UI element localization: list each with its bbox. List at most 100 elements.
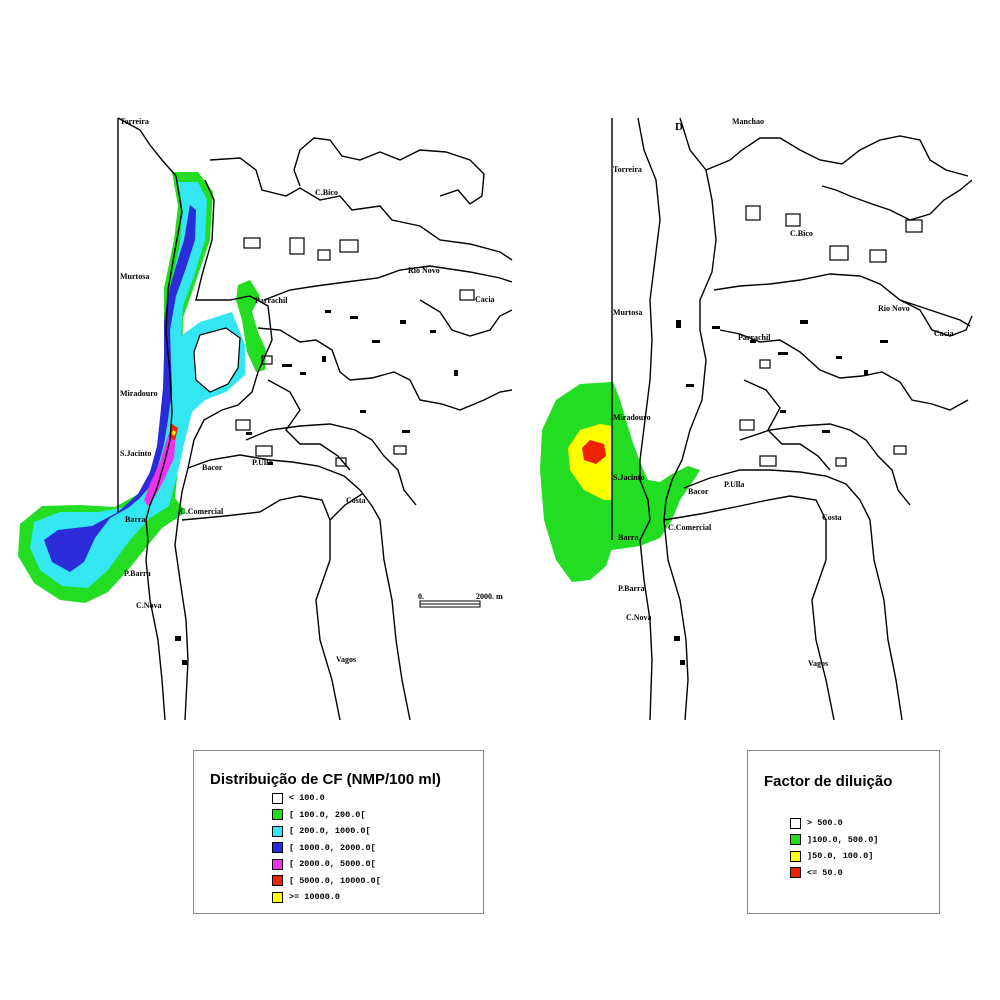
dilution-red-zone	[582, 440, 606, 464]
network-b	[267, 379, 351, 471]
dilution-legend-swatch	[790, 867, 801, 879]
scale-bar: 0. 2000. m	[418, 592, 503, 608]
right-network-b	[743, 379, 831, 471]
dilution-legend-item: > 500.0	[790, 815, 878, 832]
place-label-ccomercial-right: C.Comercial	[668, 523, 712, 532]
place-label-manchao: Manchao	[732, 117, 764, 126]
dilution-legend-list: > 500.0]100.0, 500.0]]50.0, 100.0] <= 50.…	[790, 815, 878, 881]
right-place-labels: Manchao Torreira C.Bico Murtosa Rio Novo…	[613, 117, 954, 668]
place-label-pulla-right: P.Ulla	[724, 480, 744, 489]
dilution-legend-swatch	[790, 834, 801, 846]
dilution-plume	[540, 380, 700, 582]
place-label-murtosa: Murtosa	[120, 272, 149, 281]
right-network-a	[719, 329, 969, 411]
right-canal-bacor	[683, 469, 903, 720]
left-outlines	[117, 117, 513, 720]
scale-start-label: 0.	[418, 592, 424, 601]
place-label-cbico-right: C.Bico	[790, 229, 813, 238]
place-label-vagos-right: Vagos	[808, 659, 828, 668]
left-islets	[175, 310, 458, 665]
place-label-barra: Barra	[125, 515, 145, 524]
place-label-costa: Costa	[346, 496, 366, 505]
dilution-legend-item: <= 50.0	[790, 865, 878, 882]
right-islets	[674, 320, 888, 665]
dilution-legend-label: <= 50.0	[807, 867, 843, 878]
cf-legend-swatch	[272, 891, 283, 903]
right-salt-pans	[739, 205, 923, 467]
cf-legend-item: [ 100.0, 200.0[	[272, 807, 381, 824]
cf-legend-label: [ 100.0, 200.0[	[289, 809, 366, 820]
place-label-sjacinto: S.Jacinto	[120, 449, 151, 458]
cf-legend-swatch	[272, 842, 283, 854]
lagoon-west-bank	[145, 175, 183, 720]
dilution-legend-label: ]50.0, 100.0]	[807, 851, 874, 862]
place-label-cnova-right: C.Nova	[626, 613, 652, 622]
plume-blue-zone	[44, 205, 196, 572]
left-salt-pans	[235, 237, 475, 467]
place-label-bacor: Bacor	[202, 463, 223, 472]
lagoon-east-bank	[174, 179, 273, 720]
cf-legend-swatch	[272, 792, 283, 804]
cf-legend-swatch	[272, 875, 283, 887]
left-map: Torreira C.Bico Murtosa Rio Novo Cacia P…	[18, 117, 513, 720]
place-label-pulla: P.Ulla	[252, 458, 272, 467]
place-label-cacia: Cacia	[475, 295, 495, 304]
cf-plume	[18, 172, 266, 603]
place-label-cbico: C.Bico	[315, 188, 338, 197]
cf-legend-title: Distribuição de CF (NMP/100 ml)	[210, 771, 441, 788]
dilution-green-zone	[600, 380, 700, 550]
place-label-cnova: C.Nova	[136, 601, 162, 610]
network-d	[293, 137, 485, 205]
place-label-murtosa-right: Murtosa	[613, 308, 642, 317]
right-west-bank	[637, 117, 661, 720]
lagoon-island	[193, 327, 241, 393]
left-place-labels: Torreira C.Bico Murtosa Rio Novo Cacia P…	[120, 117, 495, 664]
channel-south	[329, 493, 363, 521]
place-label-parrachil-right: Parrachil	[738, 333, 771, 342]
cf-legend-item: [ 2000.0, 5000.0[	[272, 856, 381, 873]
cf-legend-swatch	[272, 858, 283, 870]
place-label-rionovo-right: Rio Novo	[878, 304, 910, 313]
panel-letter: D	[675, 121, 683, 133]
plume-cyan-zone	[30, 182, 245, 588]
right-canal-north	[705, 135, 969, 177]
canal-inner	[245, 423, 417, 506]
dilution-legend-swatch	[790, 817, 801, 829]
right-map: D	[540, 117, 973, 720]
cf-legend-label: [ 1000.0, 2000.0[	[289, 842, 376, 853]
place-label-bacor-right: Bacor	[688, 487, 709, 496]
place-label-torreira: Torreira	[120, 117, 149, 126]
cf-legend-label: [ 200.0, 1000.0[	[289, 826, 371, 837]
right-outlines	[611, 117, 973, 720]
lagoon-east-shore	[181, 495, 341, 720]
canal-mid	[263, 265, 513, 301]
right-canal-inner	[739, 423, 911, 506]
cf-legend-label: >= 10000.0	[289, 892, 341, 903]
cf-legend-item: [ 5000.0, 10000.0[	[272, 873, 381, 890]
place-label-vagos: Vagos	[336, 655, 356, 664]
dilution-legend-swatch	[790, 850, 801, 862]
cf-legend-swatch	[272, 809, 283, 821]
right-network-d	[821, 179, 973, 221]
right-east-shore	[663, 495, 835, 720]
place-label-parrachil: Parrachil	[255, 296, 288, 305]
canal-bacor	[187, 454, 411, 720]
place-label-pbarra-right: P.Barra	[618, 584, 645, 593]
right-canal-mid	[713, 273, 971, 327]
canal-north	[209, 157, 513, 261]
place-label-rionovo: Rio Novo	[408, 266, 440, 275]
place-label-cacia-right: Cacia	[934, 329, 954, 338]
network-c	[419, 299, 513, 337]
cf-legend-label: [ 2000.0, 5000.0[	[289, 859, 376, 870]
place-label-barra-right: Barra	[618, 533, 638, 542]
cf-legend-label: < 100.0	[289, 793, 325, 804]
maps-figure: Torreira C.Bico Murtosa Rio Novo Cacia P…	[18, 117, 973, 720]
cf-legend-label: [ 5000.0, 10000.0[	[289, 875, 381, 886]
right-east-bank	[663, 117, 717, 720]
cf-legend-item: [ 200.0, 1000.0[	[272, 823, 381, 840]
place-label-miradouro-right: Miradouro	[613, 413, 651, 422]
cf-legend-list: < 100.0 [ 100.0, 200.0[ [ 200.0, 1000.0[ [ …	[272, 790, 381, 906]
right-network-c	[899, 299, 973, 337]
place-label-torreira-right: Torreira	[613, 165, 642, 174]
place-label-costa-right: Costa	[822, 513, 842, 522]
